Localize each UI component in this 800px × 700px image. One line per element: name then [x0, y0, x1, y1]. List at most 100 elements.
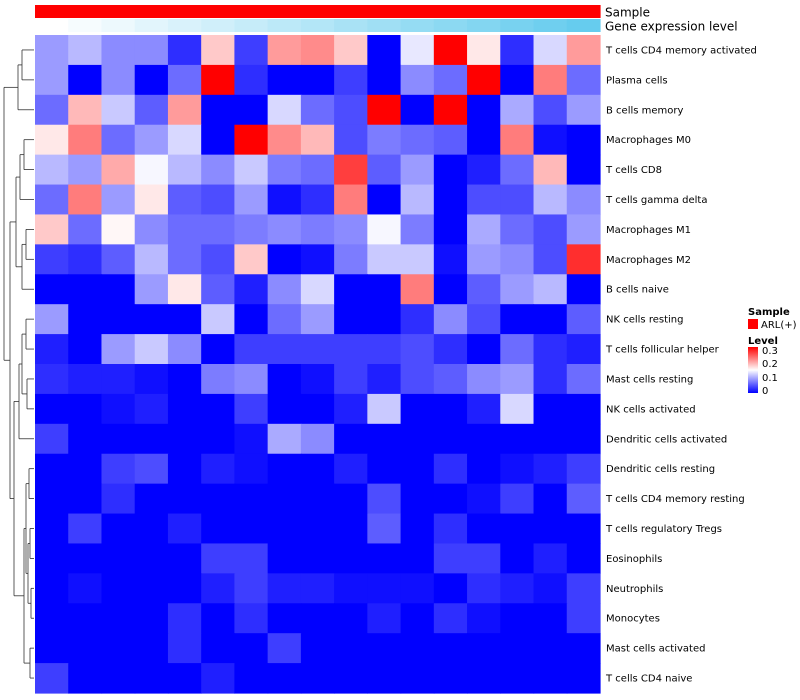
heatmap-cell — [433, 393, 468, 425]
heatmap-cell — [566, 453, 601, 485]
heatmap-cell — [467, 214, 501, 245]
heatmap-cell — [300, 274, 335, 305]
heatmap-cell — [334, 184, 368, 216]
heatmap-cell — [433, 633, 468, 664]
heatmap-cell — [68, 483, 103, 515]
heatmap-cell — [467, 304, 501, 335]
heatmap-cell — [101, 633, 136, 664]
heatmap-cell — [267, 35, 302, 66]
heatmap-cell — [367, 124, 402, 156]
heatmap-cell — [566, 513, 601, 545]
heatmap-cell — [367, 483, 402, 515]
heatmap-cell — [433, 304, 468, 335]
heatmap-cell — [201, 483, 236, 515]
heatmap-cell — [433, 214, 468, 245]
row-label: Monocytes — [606, 614, 660, 625]
heatmap-cell — [467, 513, 501, 545]
heatmap-cell — [101, 124, 136, 156]
heatmap-cell — [267, 543, 302, 574]
heatmap-cell — [533, 124, 568, 156]
heatmap-cell — [234, 35, 269, 66]
heatmap-cell — [566, 124, 601, 156]
heatmap-cell — [500, 453, 535, 485]
heatmap-cell — [267, 364, 302, 395]
heatmap-cell — [68, 94, 103, 126]
heatmap-cell — [367, 334, 402, 365]
heatmap-cell — [300, 603, 335, 634]
heatmap-cell — [35, 423, 69, 455]
heatmap-cell — [134, 453, 169, 485]
heatmap-cell — [68, 603, 103, 634]
heatmap-cell — [300, 244, 335, 275]
heatmap-cell — [533, 244, 568, 275]
heatmap-cell — [167, 304, 202, 335]
heatmap-cell — [566, 573, 601, 604]
heatmap-cell — [467, 603, 501, 634]
heatmap-cell — [334, 214, 368, 245]
heatmap-cell — [334, 364, 368, 395]
heatmap-cell — [201, 94, 236, 126]
heatmap-cell — [334, 35, 368, 66]
heatmap-cell — [134, 663, 169, 694]
gene-expression-annotation-label: Gene expression level — [605, 20, 738, 34]
heatmap-cell — [234, 364, 269, 395]
heatmap-cell — [367, 94, 402, 126]
sample-annotation-bar — [35, 5, 601, 18]
heatmap-cell — [300, 64, 335, 96]
heatmap-cell — [234, 304, 269, 335]
heatmap-cell — [400, 543, 435, 574]
heatmap-cell — [367, 304, 402, 335]
heatmap-cell — [134, 483, 169, 515]
heatmap-cell — [68, 184, 103, 216]
heatmap-cell — [101, 154, 136, 186]
heatmap-cell — [234, 214, 269, 245]
heatmap-cell — [68, 244, 103, 275]
heatmap-cell — [500, 304, 535, 335]
heatmap-cell — [101, 543, 136, 574]
sample-annotation-cell — [500, 5, 535, 18]
heatmap-cell — [234, 483, 269, 515]
heatmap-cell — [267, 453, 302, 485]
heatmap-cell — [400, 483, 435, 515]
heatmap-cell — [400, 94, 435, 126]
heatmap-cell — [68, 364, 103, 395]
heatmap-cell — [533, 214, 568, 245]
heatmap-cell — [300, 483, 335, 515]
heatmap-cell — [68, 543, 103, 574]
sample-annotation-cell — [134, 5, 169, 18]
heatmap-cell — [134, 543, 169, 574]
heatmap-cell — [167, 543, 202, 574]
heatmap-cells — [35, 35, 601, 694]
heatmap-cell — [267, 304, 302, 335]
heatmap-cell — [400, 334, 435, 365]
heatmap-cell — [167, 573, 202, 604]
heatmap-cell — [35, 364, 69, 395]
row-label: NK cells activated — [606, 404, 696, 415]
heatmap-cell — [101, 244, 136, 275]
heatmap-cell — [367, 633, 402, 664]
heatmap-cell — [433, 453, 468, 485]
heatmap-cell — [566, 154, 601, 186]
heatmap-cell — [467, 573, 501, 604]
gene-expression-annotation-cell — [500, 19, 535, 32]
sample-annotation-cell — [201, 5, 236, 18]
heatmap-cell — [134, 154, 169, 186]
heatmap-cell — [467, 94, 501, 126]
gene-expression-annotation-cell — [201, 19, 236, 32]
heatmap-cell — [400, 663, 435, 694]
gene-expression-annotation-cell — [433, 19, 468, 32]
heatmap-cell — [533, 423, 568, 455]
heatmap-cell — [68, 633, 103, 664]
heatmap-cell — [35, 274, 69, 305]
heatmap-cell — [267, 154, 302, 186]
heatmap-cell — [300, 184, 335, 216]
heatmap-cell — [101, 334, 136, 365]
gene-expression-annotation-cell — [566, 19, 601, 32]
heatmap-cell — [68, 154, 103, 186]
heatmap-cell — [201, 244, 236, 275]
heatmap-cell — [334, 453, 368, 485]
heatmap-cell — [467, 423, 501, 455]
heatmap-cell — [35, 483, 69, 515]
heatmap-cell — [334, 483, 368, 515]
row-label: B cells naive — [606, 285, 669, 296]
